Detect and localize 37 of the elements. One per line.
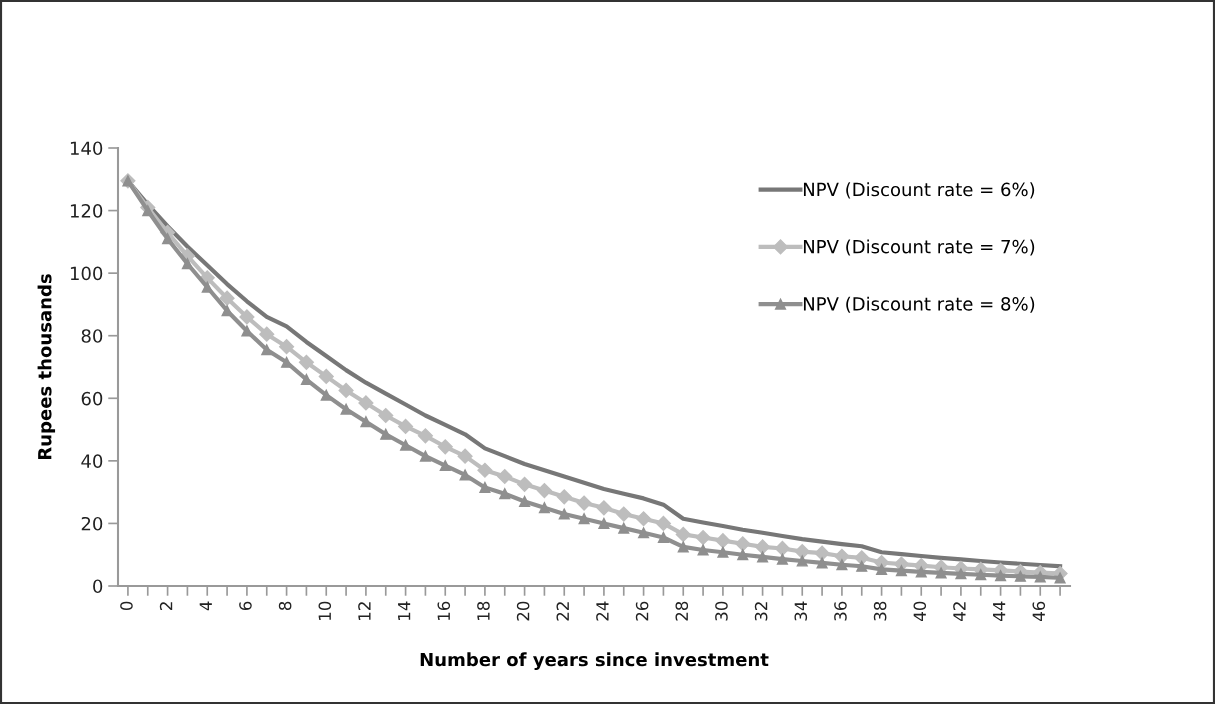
- x-tick-label: 38: [873, 601, 887, 621]
- x-tick-label: 26: [635, 601, 649, 621]
- x-tick-label: 36: [834, 601, 847, 621]
- y-tick-label: 80: [81, 329, 103, 343]
- legend-label: NPV (Discount rate = 6%): [803, 182, 1035, 199]
- y-tick-label: 20: [81, 516, 103, 531]
- y-tick-label: 60: [81, 391, 103, 406]
- x-tick-label: 10: [318, 601, 332, 620]
- x-tick-label: 46: [1032, 601, 1046, 621]
- x-tick-label: 0: [120, 601, 133, 611]
- x-tick-label: 30: [715, 601, 728, 621]
- y-tick-label: 100: [70, 266, 103, 281]
- x-tick-label: 16: [437, 601, 451, 620]
- x-tick-label: 44: [993, 601, 1006, 621]
- x-tick-label: 42: [953, 602, 966, 621]
- legend-label: NPV (Discount rate = 8%): [803, 296, 1035, 313]
- x-tick-label: 40: [913, 601, 927, 621]
- x-tick-label: 2: [159, 602, 173, 610]
- x-tick-label: 14: [398, 601, 411, 620]
- x-tick-label: 28: [675, 601, 689, 621]
- x-tick-label: 4: [199, 601, 212, 611]
- x-tick-label: 22: [556, 602, 569, 621]
- y-tick-label: 0: [93, 579, 103, 594]
- x-tick-label: 18: [477, 601, 490, 620]
- x-tick-label: 6: [239, 601, 252, 611]
- x-tick-label: 34: [794, 601, 808, 621]
- y-axis-title: Rupees thousands: [37, 274, 56, 460]
- x-tick-label: 24: [596, 601, 609, 621]
- x-axis-title: Number of years since investment: [420, 652, 769, 670]
- x-tick-label: 32: [754, 602, 768, 621]
- x-tick-label: 8: [278, 601, 292, 611]
- legend-label: NPV (Discount rate = 7%): [803, 239, 1035, 256]
- x-tick-label: 20: [516, 601, 530, 621]
- y-tick-label: 120: [70, 204, 103, 218]
- x-tick-label: 12: [358, 602, 371, 620]
- y-tick-label: 140: [70, 141, 103, 156]
- y-tick-label: 40: [81, 454, 103, 468]
